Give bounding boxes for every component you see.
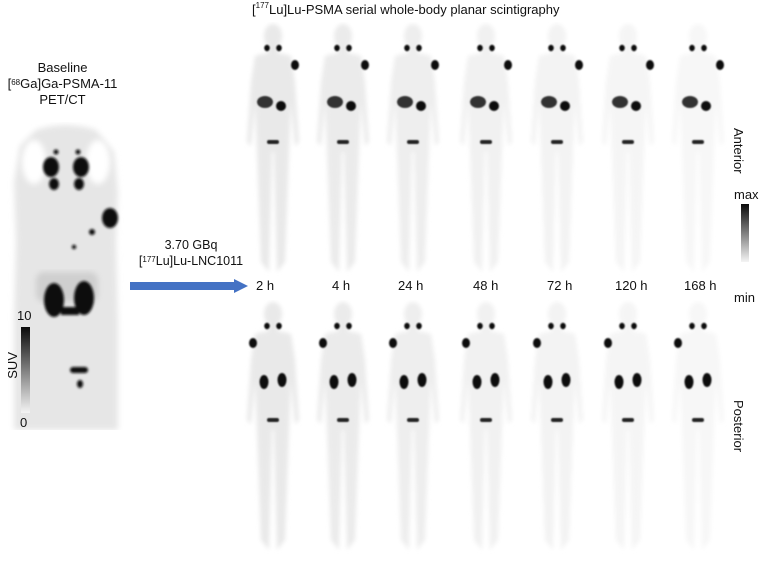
timepoint-label: 4 h (332, 278, 351, 293)
baseline-line3: PET/CT (39, 92, 86, 107)
posterior-label: Posterior (731, 400, 746, 453)
dose-value: 3.70 GBq (164, 238, 218, 252)
posterior-scan-image (527, 300, 587, 555)
anterior-scan-image (527, 22, 587, 277)
timepoint-label: 168 h (684, 278, 717, 293)
suv-scale-min: 0 (20, 415, 28, 430)
suv-colorbar (21, 327, 30, 413)
suv-scale-max: 10 (17, 308, 32, 323)
anterior-scan-image (598, 22, 658, 277)
posterior-scan-image (456, 300, 516, 555)
timepoint-label: 48 h (473, 278, 499, 293)
baseline-pet-image (6, 122, 124, 430)
baseline-label: Baseline [68Ga]Ga-PSMA-11 PET/CT (0, 60, 125, 108)
timepoint-label: 72 h (547, 278, 573, 293)
intensity-colorbar (741, 204, 749, 262)
anterior-scan-image (243, 22, 303, 277)
baseline-line2: [68Ga]Ga-PSMA-11 (7, 76, 118, 91)
anterior-scan-image (313, 22, 373, 277)
anterior-label: Anterior (731, 128, 746, 174)
injection-label: 3.70 GBq [177Lu]Lu-LNC1011 (128, 237, 254, 269)
anterior-scan-image (383, 22, 443, 277)
posterior-scan-image (313, 300, 373, 555)
intensity-scale-max: max (734, 187, 759, 202)
anterior-scan-image (668, 22, 728, 277)
posterior-scan-image (243, 300, 303, 555)
timepoint-label: 24 h (398, 278, 424, 293)
timepoint-label: 2 h (256, 278, 275, 293)
agent-name: [177Lu]Lu-LNC1011 (138, 254, 244, 268)
posterior-scan-image (383, 300, 443, 555)
intensity-scale-min: min (734, 290, 755, 305)
arrow-icon (130, 279, 248, 293)
posterior-scan-image (668, 300, 728, 555)
anterior-scan-image (456, 22, 516, 277)
figure-title: [177Lu]Lu-PSMA serial whole-body planar … (252, 1, 560, 17)
suv-scale-label: SUV (5, 352, 20, 379)
timepoint-label: 120 h (615, 278, 648, 293)
posterior-scan-image (598, 300, 658, 555)
baseline-line1: Baseline (37, 60, 88, 75)
